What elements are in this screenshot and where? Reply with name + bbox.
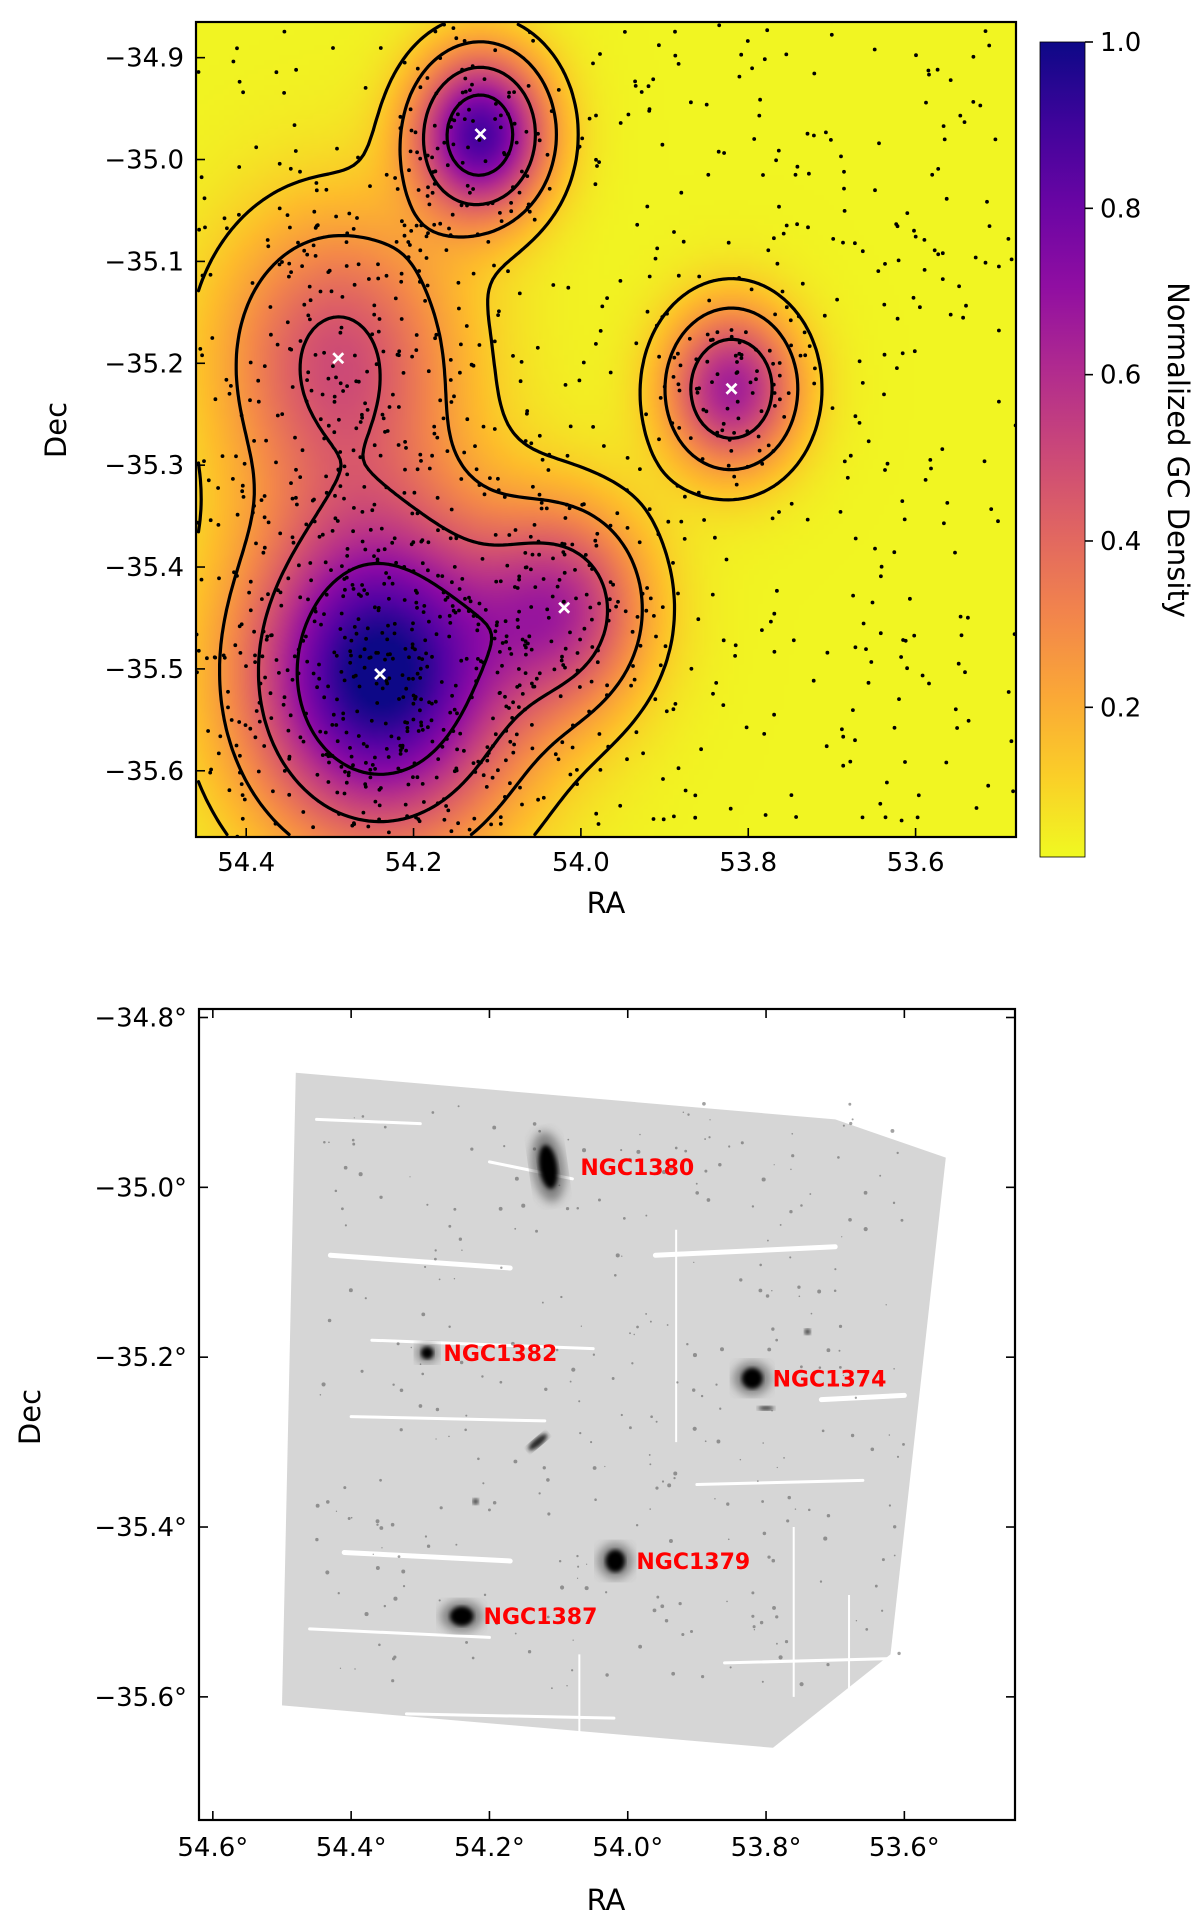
chip-gap-11 xyxy=(315,1117,422,1126)
colorbar-tick-label-3: 0.4 xyxy=(1100,527,1141,557)
colorbar-tick-label-1: 0.8 xyxy=(1100,194,1141,224)
chip-gap-5 xyxy=(723,1657,893,1665)
galaxy-core-ngc1379 xyxy=(605,1549,625,1573)
chip-gap-1 xyxy=(370,1338,595,1351)
bottom-x-axis-label: RA xyxy=(587,1883,626,1917)
peak-marker-4 xyxy=(558,601,571,614)
bottom-x-axis: 54.6° 54.4° 54.2° 54.0° 53.8° 53.6° xyxy=(177,1009,940,1863)
peak-marker-5 xyxy=(374,668,387,680)
field-source-0 xyxy=(528,1433,548,1451)
galaxy-label-ngc1374: NGC1374 xyxy=(773,1367,887,1392)
galaxy-core-ngc1382 xyxy=(420,1346,434,1360)
colorbar-frame xyxy=(1039,41,1086,858)
mosaic-footprint xyxy=(282,1072,946,1748)
imaging-panel: NGC1380 NGC1382 NGC1374 NGC1379 NGC1387 54.6… xyxy=(13,1003,1017,1917)
contour-level-1 xyxy=(196,22,824,837)
y-tick-label-1: −35.0° xyxy=(94,1173,187,1203)
galaxy-label-ngc1387: NGC1387 xyxy=(484,1605,598,1630)
density-contours xyxy=(196,22,824,837)
x-tick-label-0: 54.6° xyxy=(177,1833,248,1863)
x-tick-label-3: 53.8 xyxy=(719,848,777,878)
y-tick-label-0: −34.8° xyxy=(94,1003,187,1033)
galaxy-core-ngc1380 xyxy=(538,1145,558,1189)
y-tick-label-7: −35.6 xyxy=(104,757,184,787)
x-tick-label-2: 54.2° xyxy=(454,1833,525,1863)
peak-marker-1 xyxy=(474,128,487,141)
x-tick-label-1: 54.4° xyxy=(316,1833,387,1863)
galaxy-labels: NGC1380 NGC1382 NGC1374 NGC1379 NGC1387 xyxy=(443,1156,886,1630)
bottom-axes-frame xyxy=(197,1007,1017,1822)
x-tick-label-4: 53.6 xyxy=(887,848,945,878)
field-source-2 xyxy=(472,1498,479,1505)
y-tick-label-4: −35.6° xyxy=(94,1683,187,1713)
galaxy-label-ngc1379: NGC1379 xyxy=(636,1550,750,1575)
top-x-axis-label: RA xyxy=(587,886,626,920)
x-tick-label-4: 53.8° xyxy=(731,1833,802,1863)
chip-gap-9 xyxy=(818,1392,907,1403)
peak-marker-2 xyxy=(332,352,345,365)
y-tick-label-6: −35.5 xyxy=(104,655,184,685)
contour-level-3 xyxy=(256,65,774,824)
contour-level-2 xyxy=(218,40,800,837)
x-tick-label-5: 53.6° xyxy=(869,1833,940,1863)
density-peak-markers xyxy=(332,128,738,680)
density-heatmap xyxy=(196,22,1016,837)
colorbar-tick-label-2: 0.6 xyxy=(1100,361,1141,391)
gc-density-panel: 54.4 54.2 54.0 53.8 53.6 −34.9 −35.0 −35.1 −35.… xyxy=(39,20,1018,920)
x-tick-label-2: 54.0 xyxy=(552,848,610,878)
galaxy-label-ngc1380: NGC1380 xyxy=(580,1156,694,1181)
peak-marker-3 xyxy=(725,382,738,395)
galaxy-core-ngc1374 xyxy=(741,1368,763,1389)
galaxy-label-ngc1382: NGC1382 xyxy=(443,1342,557,1367)
colorbar: 1.0 0.8 0.6 0.4 0.2 Normalized GC Density xyxy=(1039,28,1195,858)
top-x-axis: 54.4 54.2 54.0 53.8 53.6 xyxy=(217,828,945,878)
colorbar-tick-label-4: 0.2 xyxy=(1100,693,1141,723)
y-tick-label-4: −35.3 xyxy=(104,451,184,481)
field-source-1 xyxy=(804,1328,811,1335)
contour-level-4 xyxy=(295,93,515,776)
chip-gap-2 xyxy=(349,1415,547,1423)
chip-gap-4 xyxy=(308,1627,491,1639)
x-tick-label-3: 54.0° xyxy=(592,1833,663,1863)
y-tick-label-5: −35.4 xyxy=(104,553,184,583)
top-y-axis-label: Dec xyxy=(39,402,73,458)
colorbar-tick-label-0: 1.0 xyxy=(1100,28,1141,58)
y-tick-label-3: −35.4° xyxy=(94,1513,187,1543)
density-raster xyxy=(196,22,1016,837)
y-tick-label-1: −35.0 xyxy=(104,146,184,176)
bottom-y-axis: −34.8° −35.0° −35.2° −35.4° −35.6° xyxy=(94,1003,1015,1713)
y-tick-label-3: −35.2 xyxy=(104,349,184,379)
colorbar-label: Normalized GC Density xyxy=(1161,282,1195,618)
chip-gap-7 xyxy=(695,1478,865,1487)
galaxy-core-ngc1387 xyxy=(450,1606,474,1626)
x-tick-label-0: 54.4 xyxy=(217,848,275,878)
colorbar-gradient xyxy=(1040,42,1085,857)
y-tick-label-2: −35.1 xyxy=(104,247,184,277)
top-axes-frame xyxy=(194,20,1018,839)
y-tick-label-2: −35.2° xyxy=(94,1343,187,1373)
x-tick-label-1: 54.2 xyxy=(385,848,443,878)
chip-gap-6 xyxy=(652,1244,838,1258)
top-y-axis: −34.9 −35.0 −35.1 −35.2 −35.3 −35.4 −35.5 −35.6 xyxy=(104,44,205,787)
chip-gap-0 xyxy=(327,1252,513,1271)
y-tick-label-0: −34.9 xyxy=(104,44,184,74)
field-source-3 xyxy=(758,1406,775,1411)
chip-gap-3 xyxy=(341,1549,513,1564)
galaxy-markers xyxy=(416,1131,771,1632)
colorbar-ticks: 1.0 0.8 0.6 0.4 0.2 xyxy=(1085,28,1141,723)
bottom-y-axis-label: Dec xyxy=(13,1389,47,1445)
